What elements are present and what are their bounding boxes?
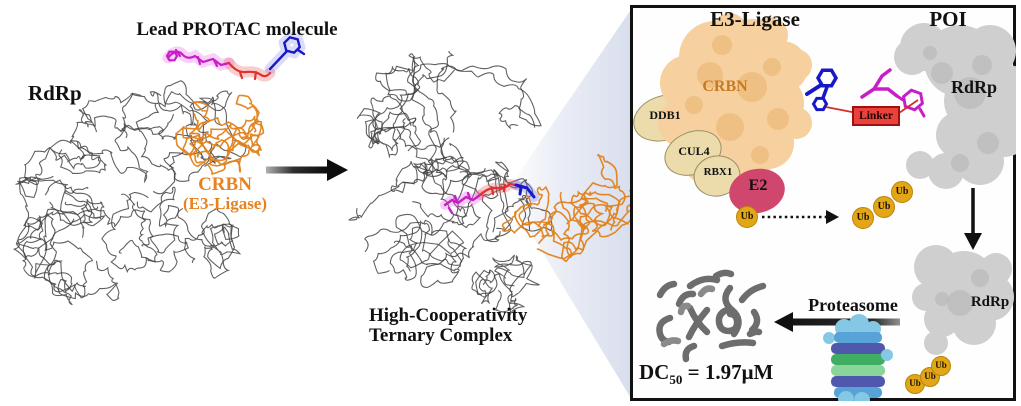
lead-protac-label: Lead PROTAC molecule: [136, 19, 338, 40]
rbx1-label: RBX1: [703, 166, 733, 178]
ub-circle-chain2: Ub: [873, 196, 895, 218]
mechanism-panel: E3-Ligase POI CRBN DDB1 CUL4 RBX1 E2 Lin…: [630, 5, 1016, 401]
cul4-label: CUL4: [678, 144, 710, 158]
blue-warhead-molecule: [805, 68, 839, 112]
lead-protac-molecule: [162, 31, 306, 82]
rdrp-bottom-blob: [912, 245, 1014, 355]
ub-circle-chain1: Ub: [852, 207, 874, 229]
crbn-blob: [658, 13, 812, 192]
ddb1-label: DDB1: [649, 108, 681, 122]
poi-rdrp-blob: [894, 23, 1016, 189]
mechanism-panel-inner: E3-Ligase POI CRBN DDB1 CUL4 RBX1 E2 Lin…: [630, 5, 1016, 401]
ternary-complex-label: High-Cooperativity Ternary Complex: [369, 306, 527, 346]
magenta-warhead-molecule: [860, 68, 926, 118]
poi-header: POI: [929, 7, 967, 31]
crbn-label-line: CRBN: [198, 174, 252, 195]
down-arrow-icon: [964, 188, 982, 250]
rdrp-left-label: RdRp: [28, 81, 82, 105]
complex-label-line1: High-Cooperativity: [369, 305, 528, 326]
rdrp-poi-label: RdRp: [950, 77, 998, 97]
e2-label: E2: [748, 177, 768, 194]
proteasome-label: Proteasome: [808, 295, 898, 315]
proteasome-barrel: [823, 314, 893, 401]
ub-transfer-dotted-arrow-icon: [762, 210, 839, 224]
reaction-arrow-icon: [266, 159, 348, 181]
linker-box: Linker: [852, 106, 900, 126]
e3ligase-label-line: (E3-Ligase): [182, 193, 268, 213]
e3-ligase-header: E3-Ligase: [710, 7, 800, 31]
e2-ellipse: [729, 168, 785, 214]
linker-connector-lines: [825, 99, 919, 114]
ternary-protac-molecule: [440, 178, 539, 215]
ub-circle-bottom3: Ub: [931, 356, 951, 376]
degraded-peptides: [656, 269, 767, 363]
dc50-subscript: 50: [669, 372, 683, 388]
crbn-e3ligase-label: CRBN (E3-Ligase): [163, 175, 287, 213]
ub-circle-e2: Ub: [736, 206, 758, 228]
protein-ribbons: [13, 50, 640, 316]
dc50-prefix: DC: [639, 360, 670, 384]
callout-wedge: [506, 8, 632, 400]
ub-circle-chain3: Ub: [891, 181, 913, 203]
rdrp-ubiquitinated-label: RdRp: [970, 294, 1010, 310]
complex-label-line2: Ternary Complex: [369, 324, 513, 346]
rbx1-ellipse: [693, 155, 741, 197]
crbn-panel-label: CRBN: [702, 78, 748, 95]
dc50-value: DC50 = 1.97μM: [639, 361, 773, 387]
dc50-number: = 1.97μM: [682, 360, 774, 384]
panel-canvas: [633, 13, 1016, 401]
